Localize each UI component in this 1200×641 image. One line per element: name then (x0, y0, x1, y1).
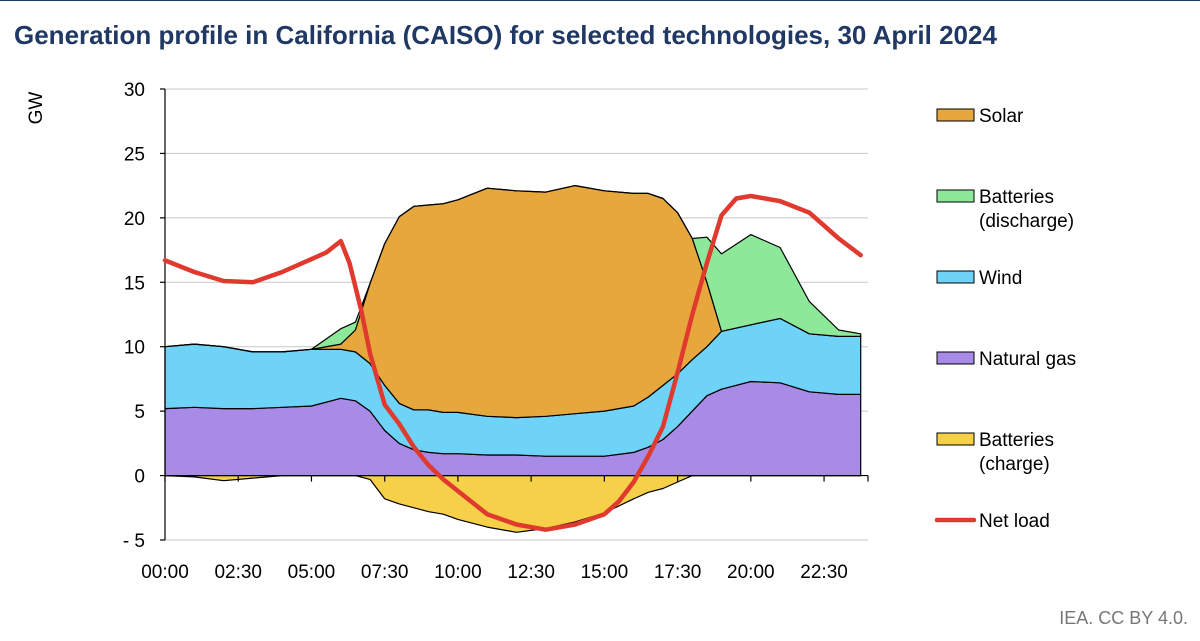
y-tick-label: 20 (124, 209, 145, 230)
x-tick-label: 22:30 (800, 562, 848, 583)
legend-label-batteries-discharge: (discharge) (979, 211, 1074, 232)
y-tick-label: 5 (134, 402, 145, 423)
y-tick-label: 10 (124, 338, 145, 359)
legend-label-wind: Wind (979, 268, 1022, 289)
y-tick-labels: 30 25 20 15 10 5 0 - 5 (123, 80, 145, 552)
x-tick-label: 00:00 (141, 562, 189, 583)
x-tick-label: 10:00 (434, 562, 482, 583)
legend-label-batteries-charge: (charge) (979, 454, 1050, 475)
net-load-line-group (162, 193, 863, 532)
top-rule (0, 0, 1200, 1)
legend-swatch-batteries-discharge (936, 189, 975, 203)
y-tick-label: 30 (124, 80, 145, 101)
y-tick-label: - 5 (123, 531, 145, 552)
area-batteries-discharge (164, 185, 862, 353)
net-load-line (162, 193, 863, 532)
credit-line: IEA. CC BY 4.0. (1059, 608, 1188, 628)
legend-label-batteries-charge: Batteries (979, 430, 1054, 451)
axes (160, 88, 869, 541)
legend-swatch-batteries-charge (936, 432, 975, 446)
x-tick-label: 17:30 (654, 562, 702, 583)
x-tick-label: 12:30 (507, 562, 555, 583)
x-tick-label: 05:00 (288, 562, 336, 583)
x-tick-label: 15:00 (581, 562, 629, 583)
legend-label-solar: Solar (979, 106, 1024, 127)
y-tick-label: 0 (134, 467, 145, 488)
legend-label-batteries-discharge: Batteries (979, 187, 1054, 208)
x-tick-label: 02:30 (214, 562, 262, 583)
y-tick-label: 25 (124, 144, 145, 165)
legend-swatch-wind (936, 270, 975, 284)
x-tick-labels: 00:00 02:30 05:00 07:30 10:00 12:30 15:00 17:30… (141, 562, 848, 583)
legend-swatch-solar (936, 108, 975, 122)
chart-title: Generation profile in California (CAISO)… (14, 20, 997, 50)
stacked-areas (164, 185, 862, 533)
y-axis-label: GW (26, 92, 47, 125)
y-tick-label: 15 (124, 273, 145, 294)
x-tick-label: 07:30 (361, 562, 409, 583)
legend-label-net-load: Net load (979, 511, 1050, 532)
legend-label-natural-gas: Natural gas (979, 349, 1076, 370)
x-tick-label: 20:00 (727, 562, 775, 583)
legend: Solar Batteries (discharge) Wind Natural gas… (934, 106, 1076, 532)
legend-swatch-natural-gas (936, 351, 975, 365)
